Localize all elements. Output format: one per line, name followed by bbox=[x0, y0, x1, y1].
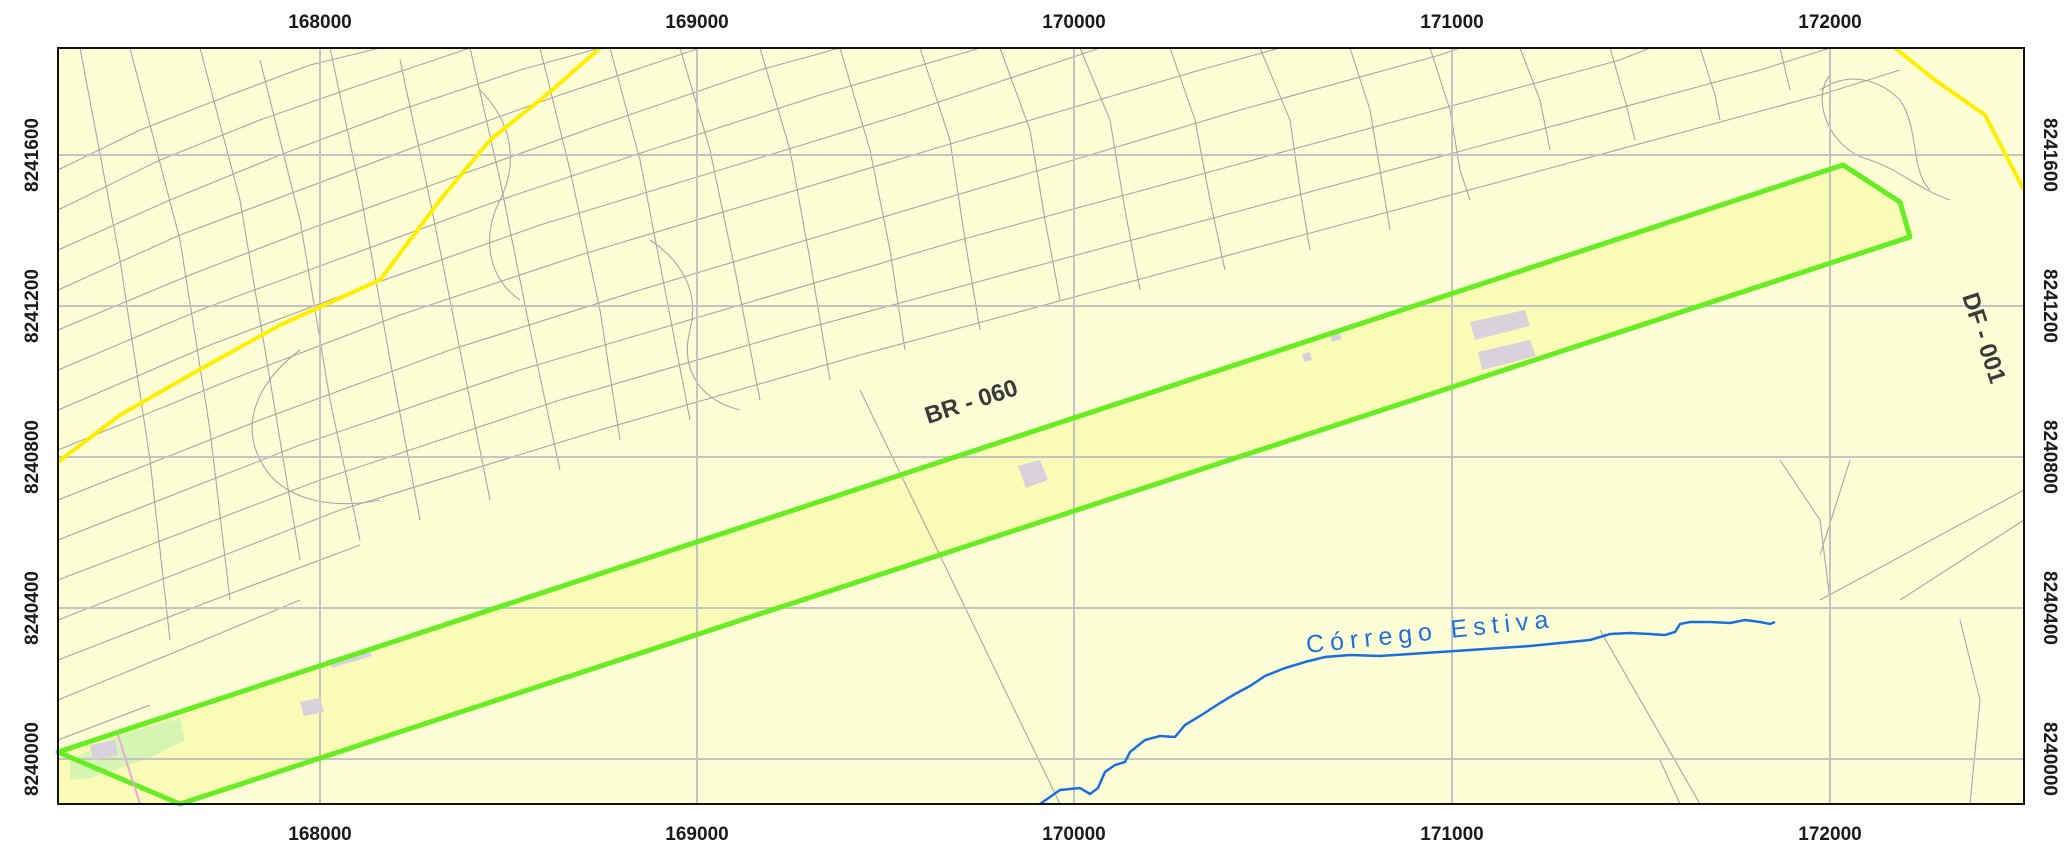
y-tick-right-2: 8241200 bbox=[2039, 269, 2060, 343]
highway-df001 bbox=[1893, 46, 2026, 191]
y-tick-left-3: 8240800 bbox=[22, 420, 43, 494]
coordinate-grid bbox=[58, 48, 2024, 804]
y-tick-left-2: 8241200 bbox=[22, 269, 43, 343]
y-tick-right-5: 8240000 bbox=[2039, 722, 2060, 796]
y-tick-right-3: 8240800 bbox=[2039, 420, 2060, 494]
top-axis: 168000 169000 170000 171000 172000 bbox=[288, 12, 1861, 33]
y-tick-right-1: 8241600 bbox=[2039, 118, 2060, 192]
right-axis: 8241600 8241200 8240800 8240400 8240000 bbox=[2039, 118, 2060, 796]
x-tick-bottom-5: 172000 bbox=[1798, 824, 1861, 845]
street-network bbox=[57, 47, 2025, 805]
boundary-line bbox=[117, 734, 141, 805]
x-tick-bottom-1: 168000 bbox=[288, 824, 351, 845]
map-frame bbox=[57, 47, 2025, 805]
x-tick-top-1: 168000 bbox=[288, 12, 351, 33]
bottom-axis: 168000 169000 170000 171000 172000 bbox=[288, 824, 1861, 845]
x-tick-top-3: 170000 bbox=[1042, 12, 1105, 33]
y-tick-left-5: 8240000 bbox=[22, 722, 43, 796]
x-tick-top-5: 172000 bbox=[1798, 12, 1861, 33]
map-content bbox=[55, 46, 2026, 807]
x-tick-bottom-3: 170000 bbox=[1042, 824, 1105, 845]
y-tick-left-4: 8240400 bbox=[22, 571, 43, 645]
runway-buffer-outline bbox=[55, 162, 1913, 807]
runway-buffer-area bbox=[58, 165, 1910, 804]
x-tick-top-2: 169000 bbox=[665, 12, 728, 33]
y-tick-right-4: 8240400 bbox=[2039, 571, 2060, 645]
highway-br060 bbox=[56, 46, 602, 464]
vegetation-patch bbox=[70, 718, 185, 780]
stream-corrego-estiva bbox=[1039, 618, 1776, 806]
x-tick-bottom-4: 171000 bbox=[1420, 824, 1483, 845]
y-tick-left-1: 8241600 bbox=[22, 118, 43, 192]
x-tick-bottom-2: 169000 bbox=[665, 824, 728, 845]
x-tick-top-4: 171000 bbox=[1420, 12, 1483, 33]
left-axis: 8241600 8241200 8240800 8240400 8240000 bbox=[22, 118, 43, 796]
